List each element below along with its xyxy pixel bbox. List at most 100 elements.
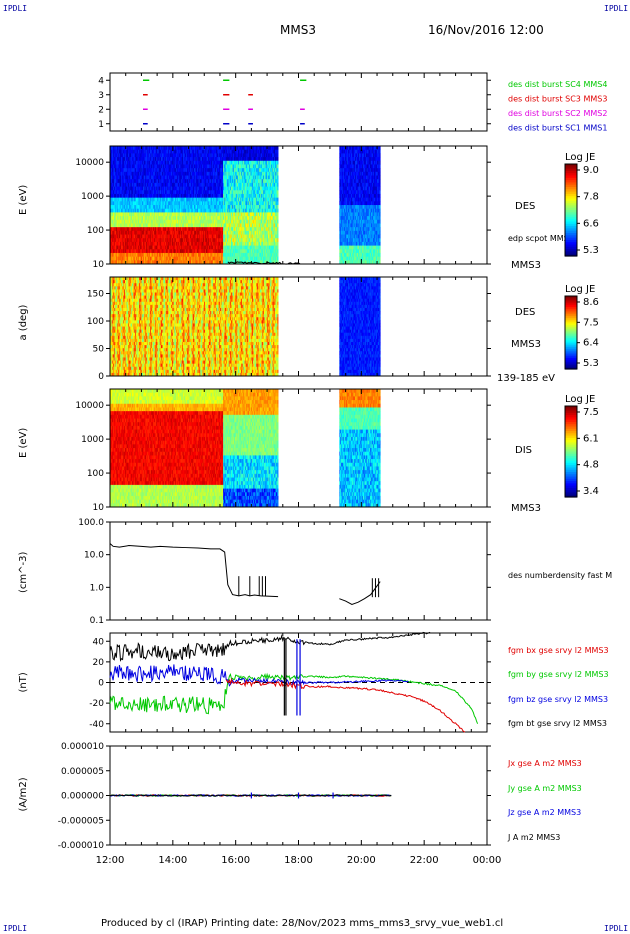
des-energy-pixel [112, 193, 114, 199]
des-energy-pixel [164, 205, 166, 210]
des-energy-pixel [164, 241, 167, 246]
burst-panel-ytick-label: 4 [98, 76, 104, 86]
des-energy-pixel [139, 249, 141, 254]
des-energy-pixel [117, 157, 120, 162]
des-energy-pixel [112, 249, 114, 254]
des-energy-pixel [151, 201, 153, 206]
des-energy-pixel [161, 208, 164, 213]
des-energy-pixel [157, 171, 159, 176]
des-energy-pixel [150, 190, 152, 195]
des-energy-pixel [160, 241, 162, 246]
des-energy-pixel [141, 205, 143, 210]
des-energy-pixel [166, 238, 168, 243]
des-energy-pixel [135, 157, 138, 162]
des-energy-pixel [128, 223, 130, 228]
des-energy-pixel [130, 157, 132, 162]
des-energy-pixel [119, 182, 121, 187]
des-energy-pixel [167, 238, 169, 243]
des-energy-pixel [131, 157, 134, 162]
des-energy-pixel [140, 164, 142, 169]
des-energy-pixel [157, 241, 159, 246]
des-energy-pixel [126, 205, 128, 210]
des-energy-pixel [122, 219, 124, 224]
des-energy-pixel [114, 249, 116, 254]
des-energy-pixel [162, 205, 164, 210]
des-energy-pixel [129, 149, 131, 154]
des-energy-pixel [150, 160, 152, 165]
des-energy-pixel [156, 171, 158, 176]
des-energy-pixel [166, 219, 168, 224]
des-energy-pixel [134, 245, 136, 250]
des-energy-pixel [152, 179, 154, 184]
des-energy-pixel [166, 197, 168, 202]
des-energy-pixel [124, 216, 126, 221]
des-energy-pixel [155, 186, 157, 191]
des-energy-pixel [120, 179, 122, 184]
des-energy-pixel [161, 208, 163, 213]
des-energy-pixel [135, 245, 138, 250]
des-energy-pixel [148, 201, 150, 206]
des-energy-pixel [123, 252, 125, 258]
des-energy-pixel [132, 256, 134, 261]
des-energy-pixel [139, 186, 142, 191]
des-energy-pixel [113, 182, 116, 187]
des-energy-pixel [165, 216, 167, 221]
des-energy-pixel [138, 256, 140, 261]
des-energy-pixel [125, 146, 127, 151]
des-energy-pixel [154, 249, 156, 254]
des-energy-pixel [115, 241, 117, 246]
des-energy-pixel [110, 234, 112, 239]
des-energy-pixel [146, 238, 148, 243]
des-energy-pixel [161, 256, 163, 261]
des-energy-pixel [167, 193, 169, 199]
des-energy-pixel [149, 153, 151, 158]
des-energy-pixel [119, 193, 121, 199]
des-energy-pixel [122, 223, 124, 228]
des-energy-pixel [150, 175, 153, 180]
des-energy-pixel [142, 205, 144, 210]
des-energy-pixel [161, 241, 163, 246]
des-energy-pixel [145, 238, 147, 243]
des-energy-pixel [157, 193, 159, 199]
des-energy-pixel [151, 230, 153, 235]
des-energy-pixel [164, 238, 166, 243]
des-energy-pixel [128, 205, 130, 210]
des-energy-pixel [164, 227, 167, 232]
des-energy-pixel [121, 157, 123, 162]
datetime-title: 16/Nov/2016 12:00 [428, 23, 544, 37]
des-energy-pixel [157, 168, 160, 173]
des-energy-pixel [134, 153, 136, 158]
des-energy-pixel [144, 234, 146, 239]
des-energy-pixel [135, 201, 137, 206]
des-energy-pixel [141, 241, 143, 246]
des-energy-pixel [137, 179, 139, 184]
des-energy-pixel [159, 193, 161, 199]
des-energy-pixel [122, 157, 124, 162]
des-energy-pixel [159, 234, 161, 239]
des-energy-pixel [139, 201, 141, 206]
des-energy-pixel [130, 171, 132, 176]
des-energy-pixel [124, 238, 127, 243]
des-energy-pixel [164, 249, 166, 254]
des-energy-pixel [121, 238, 123, 243]
des-energy-pixel [131, 208, 133, 213]
des-energy-pixel [139, 256, 141, 261]
des-energy-pixel [157, 212, 159, 217]
des-energy-pixel [151, 146, 153, 151]
des-energy-pixel [142, 146, 145, 151]
des-energy-pixel [131, 223, 134, 228]
des-energy-pixel [140, 171, 142, 176]
des-energy-pixel [114, 153, 116, 158]
des-energy-pixel [124, 182, 127, 187]
des-energy-pixel [128, 153, 131, 158]
des-energy-pixel [114, 227, 116, 232]
des-energy-pixel [113, 252, 115, 258]
des-energy-pixel [130, 223, 132, 228]
des-energy-pixel [113, 260, 116, 265]
des-energy-pixel [111, 252, 113, 258]
des-energy-pixel [145, 149, 147, 154]
des-energy-pixel [146, 182, 149, 187]
des-energy-pixel [141, 234, 143, 239]
des-energy-pixel [141, 201, 143, 206]
des-energy-pixel [157, 153, 159, 158]
